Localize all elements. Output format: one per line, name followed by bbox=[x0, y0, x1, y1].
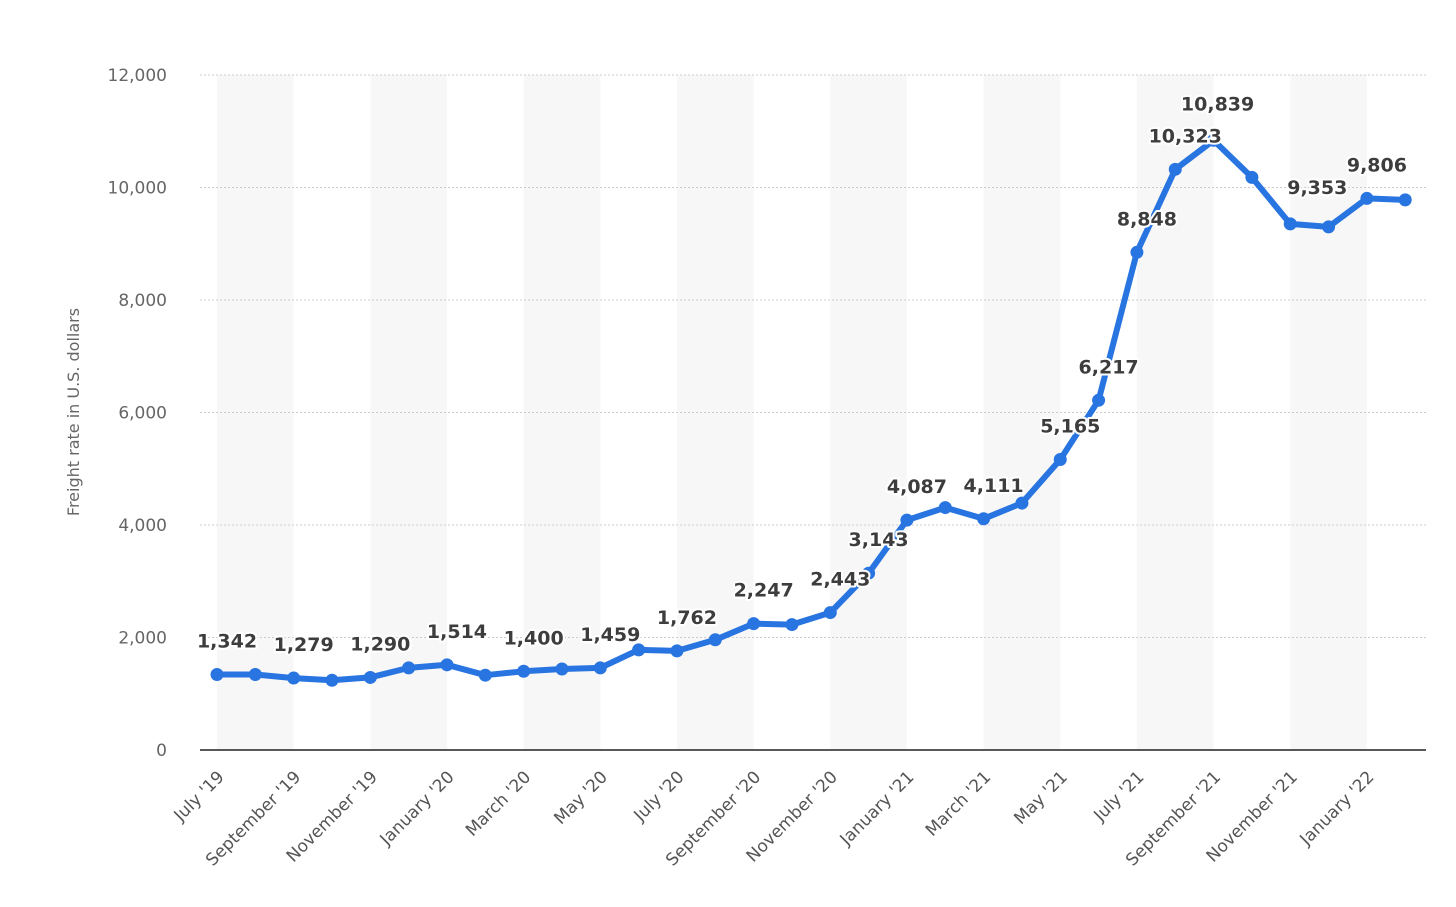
data-point bbox=[977, 512, 991, 526]
data-point bbox=[747, 617, 761, 631]
data-label: 5,165 bbox=[1040, 415, 1100, 437]
data-point bbox=[248, 668, 262, 682]
data-label: 4,111 bbox=[964, 475, 1024, 497]
data-point bbox=[210, 668, 224, 682]
data-point bbox=[900, 513, 914, 527]
data-labels: 1,342 1,279 1,290 1,514 1,400 1,459 1,762 2,247… bbox=[195, 91, 1409, 658]
data-point bbox=[517, 664, 531, 678]
data-point bbox=[938, 501, 952, 515]
x-tick-label: May '21 bbox=[1010, 767, 1071, 828]
data-label: 2,443 bbox=[810, 569, 870, 591]
y-tick-label: 10,000 bbox=[108, 179, 167, 199]
x-tick-label: March '20 bbox=[462, 767, 535, 840]
data-point bbox=[862, 566, 876, 580]
data-point bbox=[1245, 170, 1259, 184]
data-point bbox=[402, 661, 416, 675]
data-point bbox=[555, 662, 569, 676]
data-label: 9,806 bbox=[1347, 154, 1407, 176]
data-label: 6,217 bbox=[1079, 356, 1139, 378]
data-point bbox=[708, 633, 722, 647]
data-label: 1,400 bbox=[504, 627, 564, 649]
data-point bbox=[440, 658, 454, 672]
data-point bbox=[1168, 162, 1182, 176]
data-point bbox=[1322, 220, 1336, 234]
data-label: 1,459 bbox=[580, 624, 640, 646]
y-tick-label: 2,000 bbox=[118, 629, 167, 649]
data-point bbox=[478, 668, 492, 682]
data-label: 1,342 bbox=[197, 631, 257, 653]
x-tick-label: May '20 bbox=[550, 767, 611, 828]
x-tick-label: January '21 bbox=[836, 767, 919, 850]
data-point bbox=[1015, 496, 1029, 510]
data-point bbox=[325, 673, 339, 687]
y-tick-label: 4,000 bbox=[118, 516, 167, 536]
x-tick-label: July '19 bbox=[170, 767, 229, 826]
data-label: 1,290 bbox=[350, 633, 410, 655]
y-tick-label: 8,000 bbox=[118, 291, 167, 311]
y-axis-tick-labels: 0 2,000 4,000 6,000 8,000 10,000 12,000 bbox=[108, 66, 167, 761]
data-point bbox=[670, 644, 684, 658]
data-point bbox=[1207, 133, 1221, 147]
y-axis-label: Freight rate in U.S. dollars bbox=[64, 308, 83, 516]
x-tick-label: July '21 bbox=[1090, 767, 1149, 826]
data-label: 3,143 bbox=[849, 529, 909, 551]
data-point bbox=[1398, 193, 1412, 207]
data-label: 4,087 bbox=[887, 476, 947, 498]
data-label: 9,353 bbox=[1287, 177, 1347, 199]
data-point bbox=[632, 643, 646, 657]
data-point bbox=[1360, 191, 1374, 205]
data-label: 1,514 bbox=[427, 621, 487, 643]
y-tick-label: 12,000 bbox=[108, 66, 167, 86]
x-tick-label: July '20 bbox=[630, 767, 689, 826]
data-label: 1,279 bbox=[274, 634, 334, 656]
data-point bbox=[1053, 452, 1067, 466]
data-point bbox=[1092, 393, 1106, 407]
data-point bbox=[1130, 245, 1144, 259]
data-point bbox=[363, 670, 377, 684]
data-point bbox=[785, 618, 799, 632]
data-points bbox=[210, 133, 1412, 687]
data-point bbox=[823, 606, 837, 620]
data-label: 10,839 bbox=[1181, 93, 1254, 115]
y-tick-label: 6,000 bbox=[118, 404, 167, 424]
data-label: 1,762 bbox=[657, 607, 717, 629]
data-label: 8,848 bbox=[1117, 208, 1177, 230]
data-point bbox=[1283, 217, 1297, 231]
y-tick-label: 0 bbox=[156, 741, 167, 761]
data-point bbox=[593, 661, 607, 675]
x-tick-label: March '21 bbox=[922, 767, 995, 840]
data-label: 10,323 bbox=[1149, 125, 1222, 147]
x-tick-label: January '22 bbox=[1296, 767, 1379, 850]
x-tick-label: January '20 bbox=[376, 767, 459, 850]
data-label: 2,247 bbox=[734, 580, 794, 602]
data-point bbox=[287, 671, 301, 685]
y-gridlines bbox=[200, 74, 1426, 638]
